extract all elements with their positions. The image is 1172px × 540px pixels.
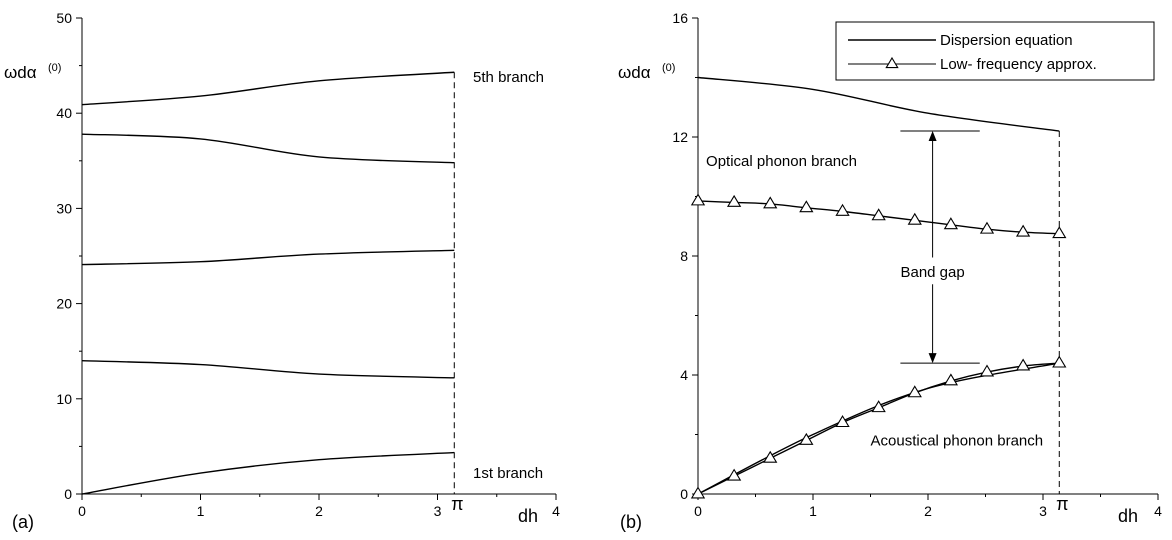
x-tick-label: 2 xyxy=(315,503,323,519)
x-tick-label: 1 xyxy=(197,503,205,519)
triangle-marker xyxy=(943,373,959,386)
triangle-marker xyxy=(1015,224,1031,237)
y-tick-label: 40 xyxy=(56,105,72,121)
x-tick-label: 1 xyxy=(809,503,817,519)
y-tick-label: 30 xyxy=(56,200,72,216)
triangle-marker xyxy=(1052,355,1067,368)
series-line-0 xyxy=(81,451,455,495)
panel-label: (a) xyxy=(12,512,34,532)
series-line-1 xyxy=(81,360,455,379)
series-line-1 xyxy=(697,362,1060,495)
y-tick-label: 0 xyxy=(64,486,72,502)
series-line-4 xyxy=(81,71,455,106)
legend-entry-approx: Low- frequency approx. xyxy=(940,56,1097,73)
annotation-label: 5th branch xyxy=(473,69,544,86)
triangle-marker xyxy=(871,208,886,221)
y-tick-label: 10 xyxy=(56,391,72,407)
y-tick-label: 50 xyxy=(56,10,72,26)
x-axis-label: dh xyxy=(518,506,538,526)
triangle-marker xyxy=(871,400,886,413)
triangle-marker xyxy=(979,221,995,234)
pi-label: π xyxy=(1056,494,1068,514)
x-tick-label: 0 xyxy=(78,503,86,519)
y-tick-label: 8 xyxy=(680,248,688,264)
x-tick-label: 3 xyxy=(434,503,442,519)
pi-label: π xyxy=(451,494,463,514)
triangle-marker xyxy=(690,486,706,499)
series-line-3 xyxy=(81,133,455,164)
band-gap-label: Band gap xyxy=(900,264,964,281)
triangle-marker xyxy=(907,385,922,398)
legend-box xyxy=(835,21,1155,81)
panel-label: (b) xyxy=(620,512,642,532)
y-axis-label-superscript: (0) xyxy=(48,62,61,74)
x-tick-label: 4 xyxy=(1154,503,1162,519)
y-tick-label: 16 xyxy=(672,10,688,26)
y-tick-label: 4 xyxy=(680,367,688,383)
x-axis-label: dh xyxy=(1118,506,1138,526)
y-axis-label: ωdα xyxy=(4,63,37,82)
legend-triangle-marker xyxy=(885,56,899,69)
triangle-marker xyxy=(690,193,706,206)
triangle-marker xyxy=(835,203,850,216)
triangle-marker xyxy=(799,432,814,445)
annotation-label: Acoustical phonon branch xyxy=(871,432,1044,449)
series-line-3 xyxy=(697,362,1060,495)
y-tick-label: 0 xyxy=(680,486,688,502)
triangle-marker xyxy=(763,450,778,463)
y-axis-label-superscript: (0) xyxy=(662,62,675,74)
annotation-label: Optical phonon branch xyxy=(706,153,857,170)
triangle-marker xyxy=(1015,358,1031,371)
triangle-marker xyxy=(835,415,850,428)
series-line-2 xyxy=(81,249,455,266)
triangle-marker xyxy=(1052,226,1067,239)
triangle-marker xyxy=(726,194,742,207)
gap-arrowhead-up xyxy=(928,131,937,142)
triangle-marker xyxy=(943,217,959,230)
annotation-label: 1st branch xyxy=(473,465,543,482)
triangle-marker xyxy=(726,468,742,481)
x-tick-label: 0 xyxy=(694,503,702,519)
triangle-marker xyxy=(907,212,922,225)
triangle-marker xyxy=(979,364,995,377)
triangle-marker xyxy=(799,200,814,213)
y-axis-label: ωdα xyxy=(618,63,651,82)
triangle-marker xyxy=(763,196,778,209)
x-tick-label: 2 xyxy=(924,503,932,519)
panel-a: 0 10 20 30 40 50 0 1 2 3 4 π (a) dh ωdα (0) 5th branch 1s… xyxy=(4,10,560,532)
gap-arrowhead-down xyxy=(928,353,937,364)
y-tick-label: 20 xyxy=(56,296,72,312)
legend-entry-dispersion: Dispersion equation xyxy=(940,32,1073,49)
series-line-0 xyxy=(697,76,1060,132)
y-tick-label: 12 xyxy=(672,129,688,145)
x-tick-label: 3 xyxy=(1039,503,1047,519)
x-tick-label: 4 xyxy=(552,503,560,519)
